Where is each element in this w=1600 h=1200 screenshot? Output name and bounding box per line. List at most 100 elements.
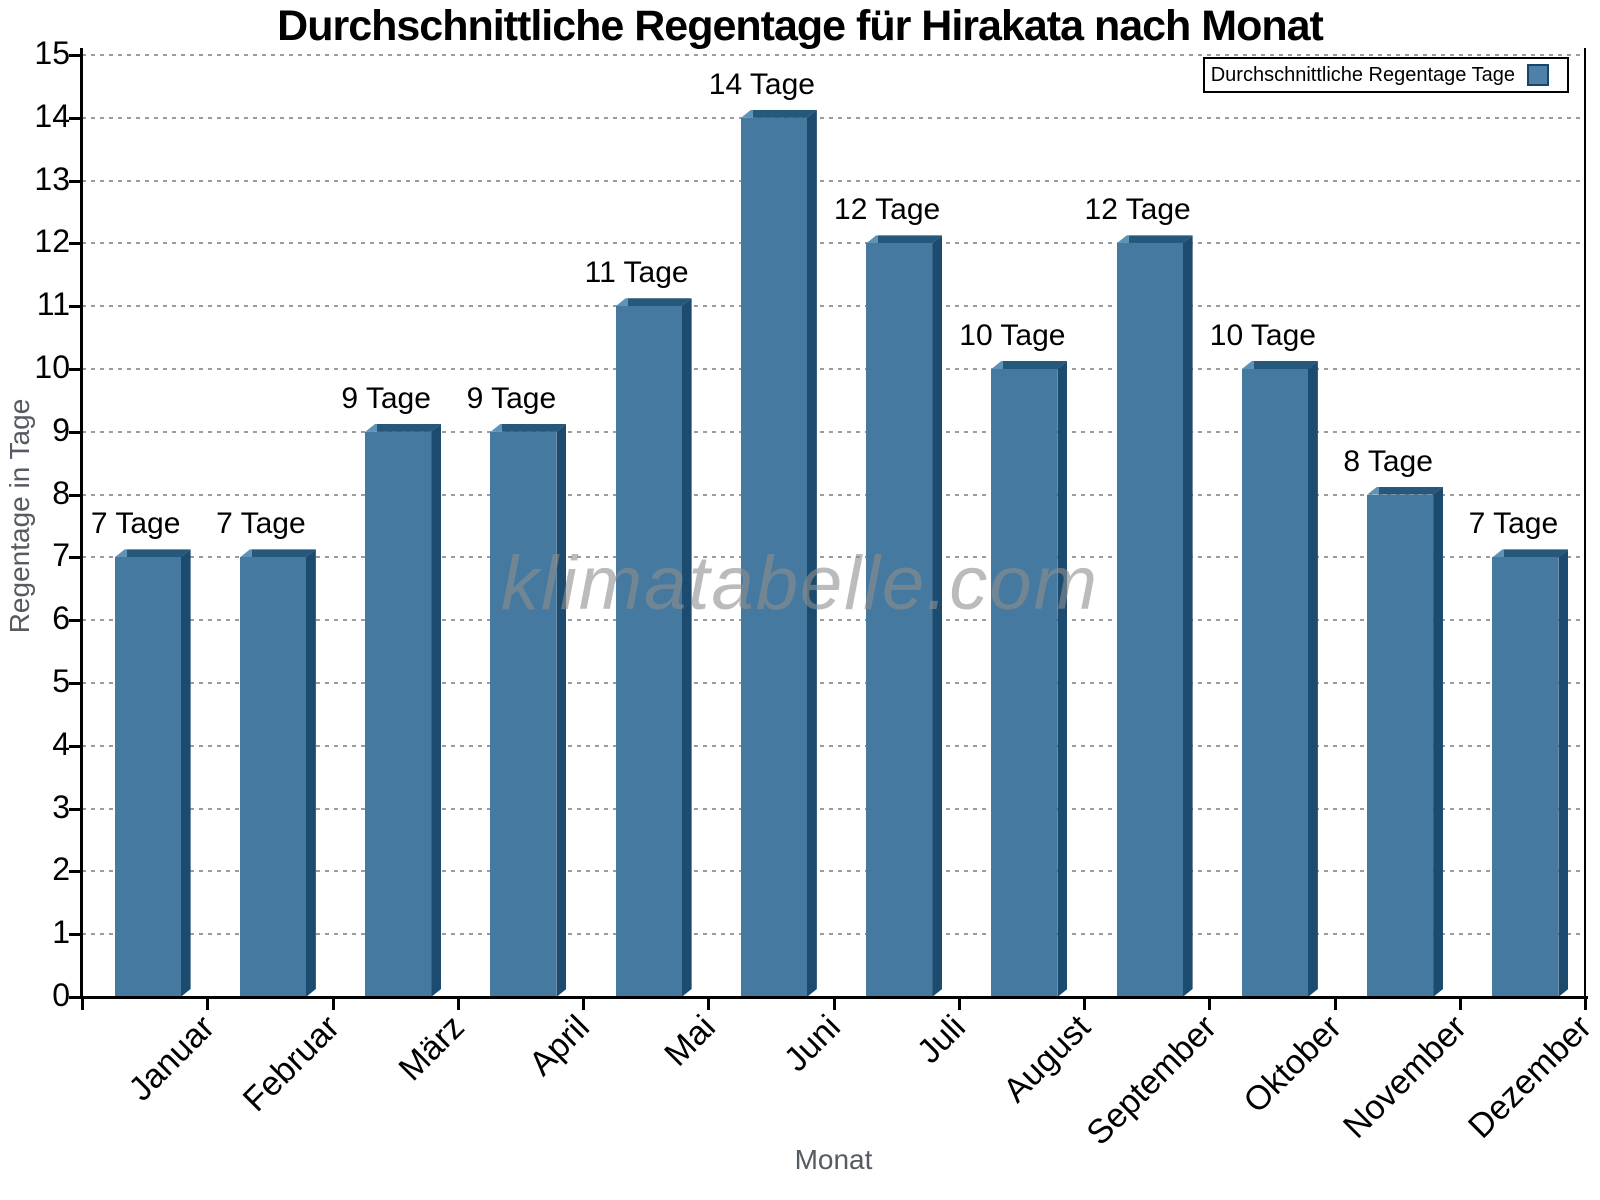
- watermark: klimatabelle.com: [501, 541, 1099, 626]
- bar-front-face: [1367, 494, 1434, 997]
- gridline: [82, 619, 1585, 622]
- bar-side-face: [1183, 235, 1193, 997]
- x-axis-tick: [1333, 997, 1337, 1010]
- gridline: [82, 933, 1585, 936]
- bar: [1492, 549, 1569, 997]
- y-axis-tick: [69, 179, 82, 183]
- y-axis-tick: [69, 807, 82, 811]
- gridline: [82, 556, 1585, 559]
- bar-value-label: 7 Tage: [90, 507, 181, 541]
- y-axis-tick: [69, 744, 82, 748]
- bar: [1116, 235, 1193, 997]
- legend-swatch-icon: [1527, 64, 1549, 86]
- x-axis-tick: [957, 997, 961, 1010]
- bar-front-face: [740, 117, 807, 997]
- gridline: [82, 493, 1585, 496]
- bar: [114, 549, 191, 997]
- x-axis-tick: [206, 997, 210, 1010]
- y-axis-tick-label: 1: [52, 914, 70, 951]
- bar: [1367, 486, 1444, 997]
- bar-side-face: [431, 424, 441, 997]
- y-axis-tick-label: 2: [52, 851, 70, 888]
- bar-front-face: [239, 557, 306, 997]
- y-axis-tick: [69, 493, 82, 497]
- y-axis-tick-label: 7: [52, 537, 70, 574]
- bar-side-face: [932, 235, 942, 997]
- bar-front-face: [114, 557, 181, 997]
- bar-side-face: [1057, 361, 1067, 997]
- bar-value-label: 7 Tage: [216, 507, 306, 541]
- gridline: [82, 870, 1585, 873]
- bar: [239, 549, 316, 997]
- bar-value-label: 9 Tage: [466, 381, 557, 415]
- bar-front-face: [1116, 243, 1183, 997]
- bar-value-label: 10 Tage: [1209, 319, 1316, 352]
- x-axis-title: Monat: [794, 1144, 873, 1175]
- gridline: [82, 744, 1585, 747]
- bar-top-face: [1241, 361, 1318, 369]
- y-axis-tick: [69, 933, 82, 937]
- chart-title: Durchschnittliche Regentage für Hirakata…: [277, 2, 1324, 50]
- y-axis-tick-label: 3: [52, 788, 70, 825]
- legend-label: Durchschnittliche Regentage Tage: [1210, 63, 1515, 86]
- y-axis-tick-label: 10: [34, 349, 70, 385]
- y-axis-tick-label: 13: [34, 160, 70, 197]
- bar-top-face: [365, 423, 442, 432]
- x-axis-tick: [1208, 997, 1212, 1010]
- bar-top-face: [1367, 486, 1444, 495]
- bar: [1241, 361, 1318, 997]
- gridline: [82, 242, 1585, 245]
- bar: [866, 235, 943, 997]
- bar-front-face: [615, 306, 682, 997]
- bar: [615, 298, 692, 997]
- gridline: [82, 682, 1585, 684]
- x-axis-tick: [1584, 997, 1587, 1010]
- x-axis-tick: [81, 997, 84, 1010]
- y-axis-tick: [69, 305, 82, 309]
- bar-side-face: [1558, 549, 1568, 997]
- bar-side-face: [306, 549, 316, 997]
- gridline: [82, 305, 1585, 308]
- y-axis-tick-label: 9: [52, 411, 70, 448]
- bar-top-face: [1492, 549, 1569, 558]
- bar-side-face: [556, 424, 566, 997]
- x-axis-tick: [707, 997, 711, 1010]
- y-axis-tick-label: 5: [52, 663, 70, 699]
- y-axis-line: [80, 48, 83, 997]
- bar-top-face: [615, 298, 692, 307]
- y-axis-title: Regentage in Tage: [4, 398, 35, 634]
- bar-value-label: 8 Tage: [1343, 444, 1433, 478]
- y-axis-tick: [69, 430, 82, 434]
- gridline: [82, 368, 1585, 370]
- bar-value-label: 11 Tage: [584, 256, 689, 290]
- bar-front-face: [490, 431, 557, 997]
- bar-value-label: 12 Tage: [834, 193, 941, 227]
- gridline: [82, 179, 1585, 182]
- right-border-line: [1584, 48, 1586, 997]
- bar-value-label: 9 Tage: [341, 381, 431, 415]
- x-axis-tick: [331, 997, 335, 1010]
- bar-side-face: [1433, 487, 1443, 997]
- bar-value-label: 7 Tage: [1468, 507, 1559, 541]
- bar-front-face: [365, 431, 432, 997]
- bar-side-face: [682, 298, 692, 997]
- legend: Durchschnittliche Regentage Tage: [1203, 57, 1569, 93]
- bar-top-face: [740, 109, 817, 118]
- y-axis-tick: [69, 556, 82, 560]
- y-axis-tick-label: 15: [34, 35, 70, 71]
- y-axis-tick: [69, 116, 82, 120]
- y-axis-tick-label: 11: [36, 286, 70, 323]
- y-axis-tick: [69, 996, 82, 999]
- y-axis-tick-label: 14: [34, 97, 70, 134]
- y-axis-tick-label: 6: [52, 600, 70, 637]
- bar-front-face: [866, 243, 933, 997]
- x-axis-tick: [456, 997, 460, 1010]
- bar-value-label: 12 Tage: [1084, 193, 1191, 227]
- plot-area: 7 Tage 7 Tage 9 Tage 9 Tage 11 Tage 14 Tage 12…: [82, 54, 1585, 997]
- bar: [991, 361, 1068, 997]
- bar-top-face: [991, 361, 1068, 369]
- bar-value-label: 10 Tage: [959, 319, 1066, 352]
- y-axis-tick: [69, 54, 82, 57]
- y-axis-tick: [69, 619, 82, 623]
